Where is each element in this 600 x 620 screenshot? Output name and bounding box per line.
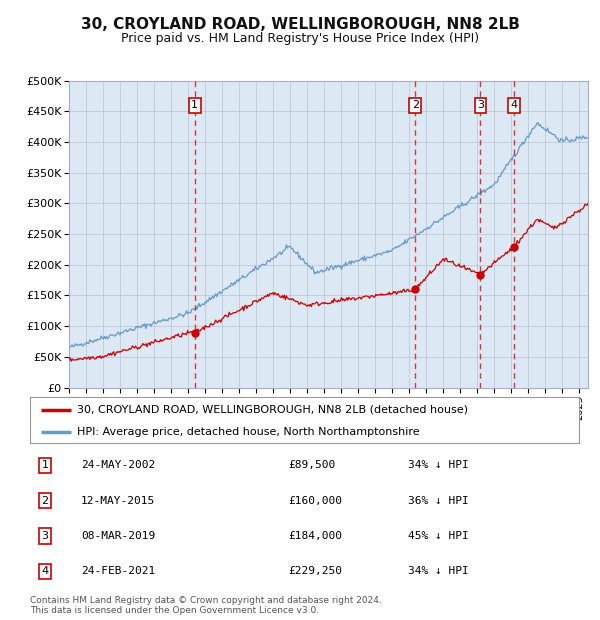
Text: 34% ↓ HPI: 34% ↓ HPI (408, 460, 469, 471)
Text: Price paid vs. HM Land Registry's House Price Index (HPI): Price paid vs. HM Land Registry's House … (121, 32, 479, 45)
Text: 36% ↓ HPI: 36% ↓ HPI (408, 495, 469, 506)
Text: 34% ↓ HPI: 34% ↓ HPI (408, 566, 469, 577)
Text: 3: 3 (41, 531, 49, 541)
Text: 3: 3 (477, 100, 484, 110)
Text: HPI: Average price, detached house, North Northamptonshire: HPI: Average price, detached house, Nort… (77, 427, 419, 436)
Text: 4: 4 (41, 566, 49, 577)
Text: £160,000: £160,000 (288, 495, 342, 506)
Text: £89,500: £89,500 (288, 460, 335, 471)
Text: Contains HM Land Registry data © Crown copyright and database right 2024.
This d: Contains HM Land Registry data © Crown c… (30, 596, 382, 615)
Text: £229,250: £229,250 (288, 566, 342, 577)
Text: 12-MAY-2015: 12-MAY-2015 (81, 495, 155, 506)
Text: 4: 4 (510, 100, 517, 110)
Text: 24-MAY-2002: 24-MAY-2002 (81, 460, 155, 471)
Text: 08-MAR-2019: 08-MAR-2019 (81, 531, 155, 541)
Text: 2: 2 (41, 495, 49, 506)
Text: 2: 2 (412, 100, 419, 110)
Text: 45% ↓ HPI: 45% ↓ HPI (408, 531, 469, 541)
Text: 30, CROYLAND ROAD, WELLINGBOROUGH, NN8 2LB (detached house): 30, CROYLAND ROAD, WELLINGBOROUGH, NN8 2… (77, 405, 467, 415)
Text: 30, CROYLAND ROAD, WELLINGBOROUGH, NN8 2LB: 30, CROYLAND ROAD, WELLINGBOROUGH, NN8 2… (80, 17, 520, 32)
Text: 1: 1 (41, 460, 49, 471)
Text: 1: 1 (191, 100, 198, 110)
Text: £184,000: £184,000 (288, 531, 342, 541)
Text: 24-FEB-2021: 24-FEB-2021 (81, 566, 155, 577)
